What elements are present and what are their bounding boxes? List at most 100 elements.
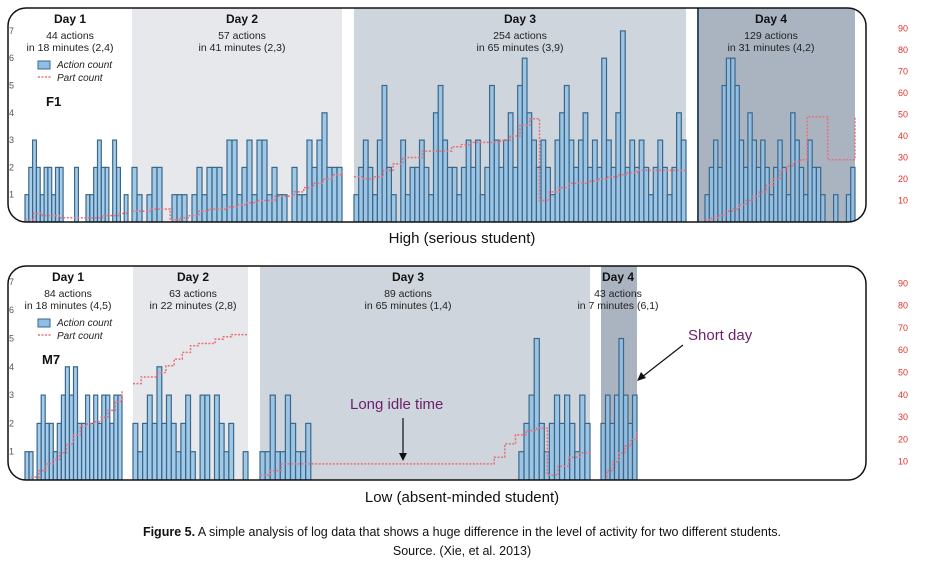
action-bar [721, 84, 727, 222]
panel-label-high: High (serious student) [389, 230, 536, 247]
left-tick: 7 [9, 26, 14, 36]
action-bar [604, 394, 611, 480]
panel-frame [7, 265, 867, 481]
part-count-line [705, 115, 856, 221]
action-bar [418, 139, 425, 222]
action-bar [28, 451, 34, 480]
action-bar [223, 451, 230, 480]
annotation-short-day: Short day [688, 327, 753, 344]
legend-action-swatch [37, 318, 51, 328]
panel-label-low: Low (absent-minded student) [365, 489, 559, 506]
figure-caption: Figure 5. A simple analysis of log data … [143, 525, 781, 539]
day-actions: 129 actions [744, 30, 798, 42]
left-tick: 6 [9, 305, 14, 315]
action-bar [629, 139, 636, 222]
action-bar [276, 194, 283, 222]
part-count-line [601, 430, 638, 480]
action-bar [730, 57, 736, 222]
day-actions: 44 actions [46, 30, 94, 42]
action-bar [619, 30, 626, 222]
right-tick: 60 [898, 88, 908, 98]
action-bar [381, 84, 388, 222]
day-actions: 89 actions [384, 288, 432, 300]
left-tick: 1 [9, 447, 14, 457]
action-bar [321, 112, 328, 222]
left-tick: 2 [9, 162, 14, 172]
day-title: Day 1 [54, 12, 86, 26]
action-bar [136, 194, 143, 222]
action-bar [820, 194, 826, 222]
day-title: Day 4 [755, 12, 787, 26]
day-duration: in 41 minutes (2,3) [199, 42, 286, 54]
action-bar [331, 166, 338, 222]
action-bar [631, 394, 638, 480]
action-bar [56, 422, 62, 480]
action-bar [533, 337, 540, 480]
left-tick: 4 [9, 362, 14, 372]
action-bar [742, 166, 749, 222]
action-bar [704, 194, 710, 222]
action-bar [175, 451, 182, 480]
action-bar [596, 166, 603, 222]
action-bar [326, 166, 333, 222]
action-bar [206, 166, 213, 222]
annotation-long-idle: Long idle time [350, 396, 443, 413]
action-bar [386, 166, 393, 222]
action-bar [531, 139, 538, 222]
action-bar [216, 166, 223, 222]
right-tick: 90 [898, 278, 908, 288]
action-bar [137, 451, 144, 480]
action-bar [489, 84, 495, 222]
right-tick: 40 [898, 390, 908, 400]
action-bar [815, 166, 822, 222]
action-bar [241, 166, 248, 222]
day-actions: 57 actions [218, 30, 266, 42]
action-bar [627, 422, 634, 480]
action-bar [58, 166, 64, 222]
action-bar [446, 166, 453, 222]
action-bar [294, 451, 302, 480]
action-bar [569, 422, 576, 480]
action-bar [587, 166, 594, 222]
action-bar [451, 166, 458, 222]
action-bar [734, 84, 740, 222]
action-bar [582, 112, 589, 222]
action-bar [521, 57, 528, 222]
action-bar [633, 166, 640, 222]
day-duration: in 65 minutes (1,4) [365, 300, 452, 312]
action-bar [132, 422, 139, 480]
action-bar [538, 422, 545, 480]
caption-text: A simple analysis of log data that shows… [195, 525, 781, 539]
action-bar [311, 166, 318, 222]
right-tick: 30 [898, 412, 908, 422]
left-tick: 5 [9, 334, 14, 344]
action-bar [296, 194, 303, 222]
arrow-down-icon [399, 418, 407, 461]
action-bar [647, 194, 654, 222]
action-bar [725, 57, 732, 222]
action-bar [170, 422, 177, 480]
day-duration: in 18 minutes (2,4) [27, 42, 114, 54]
left-tick: 3 [9, 135, 14, 145]
plot-area [8, 266, 638, 480]
right-tick: 20 [898, 434, 908, 444]
action-bar [142, 422, 149, 480]
action-bar [428, 194, 435, 222]
action-bar [559, 112, 566, 222]
action-bar [269, 394, 276, 480]
action-bar [785, 194, 792, 222]
action-bar [568, 139, 575, 222]
caption-label: Figure 5. [143, 525, 195, 539]
action-bar [305, 422, 312, 480]
action-bar [638, 139, 645, 222]
day-duration: in 65 minutes (3,9) [477, 42, 564, 54]
action-bar [306, 139, 313, 222]
action-bar [242, 451, 249, 480]
action-bar [760, 139, 766, 222]
action-bar [358, 166, 365, 222]
left-tick: 6 [9, 53, 14, 63]
plot-area [8, 8, 856, 222]
action-bar [289, 422, 297, 480]
action-bar [191, 194, 198, 222]
